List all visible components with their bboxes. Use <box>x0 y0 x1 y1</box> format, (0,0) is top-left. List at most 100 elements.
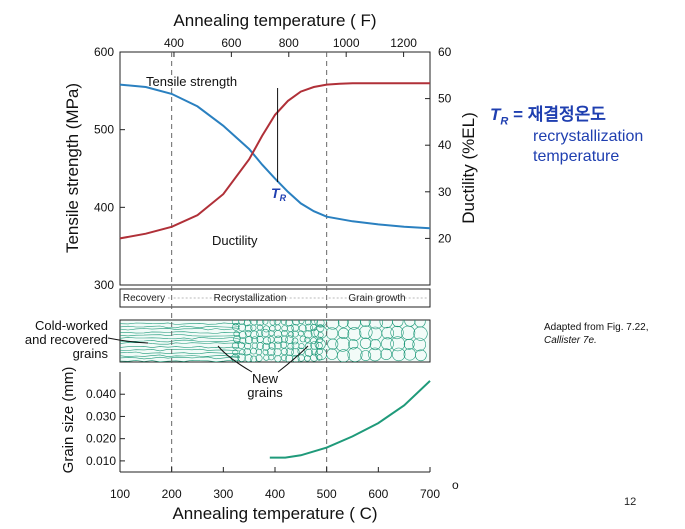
new-grain <box>316 324 325 333</box>
new-grain <box>237 353 246 362</box>
new-grain <box>262 336 272 345</box>
new-grain <box>359 325 373 339</box>
tr-definition: TR = 재결정온도 recrystallization temperature <box>490 100 680 167</box>
right-tick-label: 40 <box>438 138 452 152</box>
new-grain <box>381 326 394 340</box>
grain-size-tick-label: 0.020 <box>86 432 116 446</box>
new-grain <box>347 346 363 362</box>
right-tick-label: 60 <box>438 45 452 59</box>
right-tick-label: 30 <box>438 185 452 199</box>
grain-size-axis-title: Grain size (mm) <box>60 367 77 474</box>
new-grain <box>285 354 294 362</box>
stage-label-recrystallization: Recrystallization <box>214 293 287 304</box>
new-grain <box>274 335 283 344</box>
top-axis-title: Annealing temperature ( F) <box>173 11 376 30</box>
new-grain <box>287 331 295 338</box>
new-grain <box>304 348 313 357</box>
new-grain <box>244 324 253 333</box>
new-grain <box>244 329 252 337</box>
new-grain <box>413 326 428 341</box>
tensile-strength-label: Tensile strength <box>146 74 237 89</box>
new-grain <box>392 320 404 328</box>
new-grain <box>256 329 264 338</box>
elongated-grain-boundary <box>120 348 241 352</box>
new-grain <box>360 320 371 327</box>
new-grain <box>268 342 276 350</box>
new-grain <box>250 330 259 339</box>
elongated-grain-boundary <box>120 359 241 362</box>
new-grain <box>392 347 406 362</box>
tr-equals: = <box>513 105 524 124</box>
new-grain <box>269 320 277 326</box>
new-grain <box>292 354 300 362</box>
series-line-ductility <box>119 82 430 240</box>
new-grain <box>380 348 393 361</box>
new-grain <box>292 320 300 326</box>
new-grain <box>403 338 415 350</box>
elongated-grain-boundary <box>120 325 241 329</box>
new-grain <box>280 335 288 343</box>
cold-worked-pointer <box>107 337 149 344</box>
top-tick-label: 800 <box>279 36 299 50</box>
new-grain <box>412 337 427 352</box>
new-grains-label-line1: New <box>252 371 279 386</box>
right-tick-label: 50 <box>438 92 452 106</box>
new-grain <box>244 336 253 345</box>
grain-size-tick-label: 0.030 <box>86 409 116 423</box>
grain-size-tick-label: 0.010 <box>86 454 116 468</box>
new-grain <box>310 348 318 356</box>
new-grain <box>335 336 351 352</box>
page-number: 12 <box>624 496 637 508</box>
right-tick-label: 20 <box>438 231 452 245</box>
new-grains-pointer-right <box>277 345 309 373</box>
new-grain <box>239 337 247 344</box>
new-grain <box>280 320 288 325</box>
new-grain <box>238 323 246 332</box>
new-grain <box>298 324 307 333</box>
elongated-grain-boundary <box>120 354 241 358</box>
bottom-tick-label: 400 <box>265 487 285 501</box>
tr-description-line2: temperature <box>533 148 620 166</box>
new-grain <box>304 323 313 332</box>
new-grain <box>291 337 299 345</box>
new-grain <box>239 349 246 356</box>
new-grain <box>304 336 311 343</box>
elongated-grain-boundary <box>120 336 241 340</box>
new-grain <box>317 331 324 338</box>
tr-description-line1: recrystallization <box>533 128 644 146</box>
new-grain <box>298 320 305 325</box>
bottom-tick-label: 600 <box>368 487 388 501</box>
new-grains-pointer-left <box>217 345 253 373</box>
cold-worked-label-line3: grains <box>73 346 109 361</box>
new-grain <box>243 320 251 327</box>
new-grain <box>291 348 300 357</box>
tr-korean-term: 재결정온도 <box>527 105 606 124</box>
elongated-grain-boundary <box>120 322 241 325</box>
new-grain <box>304 330 313 339</box>
new-grain <box>231 342 239 350</box>
grain-size-line <box>269 380 431 459</box>
new-grain <box>368 320 383 330</box>
left-tick-label: 300 <box>94 278 114 292</box>
new-grain <box>316 320 325 327</box>
new-grain <box>285 320 293 327</box>
left-tick-label: 500 <box>94 123 114 137</box>
new-grain <box>232 323 240 331</box>
source-note-prefix: Adapted from Fig. 7.22, <box>544 322 649 333</box>
new-grain <box>360 350 372 361</box>
new-grain <box>369 339 381 351</box>
new-grain <box>337 320 349 328</box>
new-grain <box>287 342 295 350</box>
new-grain <box>244 342 252 350</box>
new-grain <box>250 355 258 362</box>
elongated-grain-boundary <box>120 351 241 355</box>
tr-marker-label: TR <box>271 185 287 203</box>
new-grain <box>346 320 361 330</box>
cold-worked-label-line2: and recovered <box>25 332 108 347</box>
new-grain <box>285 347 294 356</box>
new-grain <box>244 354 253 362</box>
new-grain <box>298 343 305 350</box>
left-tick-label: 600 <box>94 45 114 59</box>
